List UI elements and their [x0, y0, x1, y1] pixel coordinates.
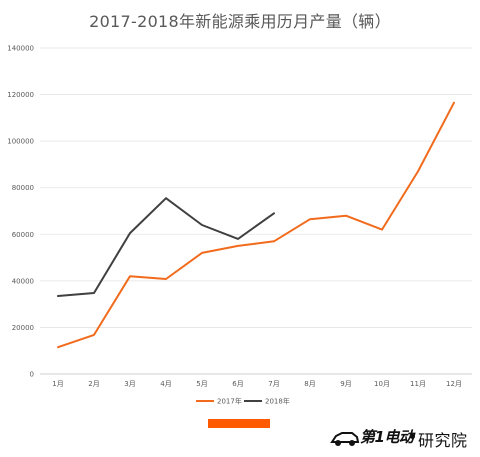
y-tick-label: 60000 [12, 231, 34, 239]
x-tick-label: 1月 [52, 380, 63, 388]
y-tick-label: 120000 [7, 91, 34, 99]
x-tick-label: 5月 [196, 380, 207, 388]
brand-word: 第1电动 [360, 428, 414, 446]
y-tick-label: 40000 [12, 277, 34, 285]
y-tick-label: 140000 [7, 45, 34, 53]
x-tick-label: 8月 [304, 380, 315, 388]
x-tick-label: 9月 [340, 380, 351, 388]
y-tick-label: 80000 [12, 184, 34, 192]
x-tick-label: 7月 [268, 380, 279, 388]
brand-logo: 第1电动 研究院 [330, 425, 476, 453]
accent-bar [208, 419, 270, 428]
legend-label: 2018年 [265, 397, 290, 406]
x-tick-label: 2月 [88, 380, 99, 388]
brand-dot [410, 434, 415, 439]
x-tick-label: 6月 [232, 380, 243, 388]
x-tick-label: 3月 [124, 380, 135, 388]
x-tick-label: 12月 [446, 380, 462, 388]
series-line-2 [57, 197, 275, 297]
x-tick-label: 11月 [410, 380, 426, 388]
car-logo-icon [330, 432, 360, 446]
x-tick-label: 10月 [374, 380, 390, 388]
y-tick-label: 100000 [7, 138, 34, 146]
legend-label: 2017年 [217, 397, 242, 406]
brand-suffix: 研究院 [418, 431, 468, 450]
series-line-1 [57, 101, 455, 349]
x-tick-label: 4月 [160, 380, 171, 388]
chart-title: 2017-2018年新能源乘用历月产量（辆） [89, 12, 391, 31]
y-tick-label: 0 [30, 371, 34, 379]
y-tick-label: 20000 [12, 324, 34, 332]
